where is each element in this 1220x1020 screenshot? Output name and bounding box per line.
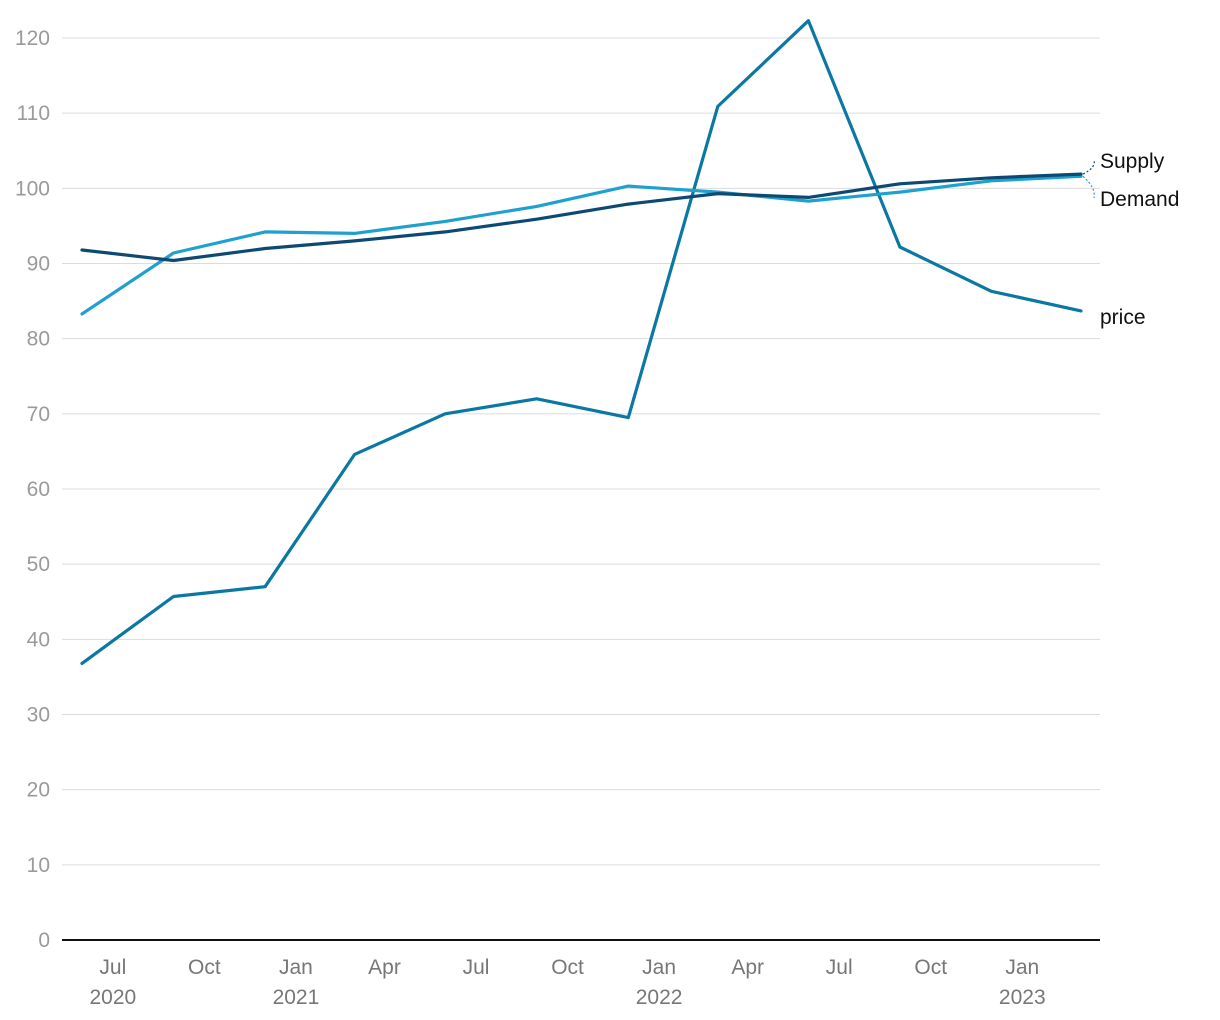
x-tick-label: Oct bbox=[551, 956, 584, 979]
x-tick-label: Apr bbox=[731, 956, 764, 979]
y-tick-label: 110 bbox=[17, 102, 50, 125]
y-axis-ticks: 0 10 20 30 40 50 60 70 80 90 100 110 120 bbox=[15, 27, 50, 952]
x-tick-label: Jan bbox=[279, 956, 313, 979]
x-tick-label: Jan bbox=[1005, 956, 1039, 979]
series-label-demand: Demand bbox=[1100, 188, 1179, 211]
y-tick-label: 80 bbox=[27, 328, 50, 351]
series-lines bbox=[80, 19, 1083, 666]
x-tick-label: Jul bbox=[826, 956, 853, 979]
series-label-connector-supply bbox=[1082, 159, 1095, 175]
series-line-price bbox=[80, 19, 1083, 666]
x-tick-year-label: 2023 bbox=[999, 986, 1046, 1009]
series-line-supply bbox=[80, 172, 1083, 263]
series-line-demand bbox=[80, 174, 1083, 316]
x-axis-ticks: Jul 2020 Oct Jan 2021 Apr Jul Oct Jan 2022 Apr Jul O… bbox=[89, 956, 1045, 1009]
series-label-supply: Supply bbox=[1100, 150, 1165, 173]
y-tick-label: 20 bbox=[27, 779, 50, 802]
x-tick-year-label: 2021 bbox=[273, 986, 320, 1009]
y-tick-label: 0 bbox=[38, 929, 50, 952]
series-label-connector-demand bbox=[1082, 175, 1095, 199]
series-labels: Supply Demand price bbox=[1082, 150, 1179, 329]
x-tick-label: Jul bbox=[463, 956, 490, 979]
y-tick-label: 30 bbox=[27, 704, 50, 727]
y-tick-label: 100 bbox=[15, 177, 50, 200]
x-tick-label: Oct bbox=[914, 956, 947, 979]
y-tick-label: 60 bbox=[27, 478, 50, 501]
y-tick-label: 120 bbox=[15, 27, 50, 50]
y-tick-label: 10 bbox=[27, 854, 50, 877]
gridlines bbox=[62, 37, 1100, 941]
x-tick-year-label: 2022 bbox=[636, 986, 683, 1009]
x-tick-label: Jul bbox=[99, 956, 126, 979]
series-label-price: price bbox=[1100, 306, 1146, 329]
y-tick-label: 40 bbox=[27, 628, 50, 651]
y-tick-label: 90 bbox=[27, 253, 50, 276]
y-tick-label: 50 bbox=[27, 553, 50, 576]
x-tick-year-label: 2020 bbox=[89, 986, 136, 1009]
x-tick-label: Apr bbox=[368, 956, 401, 979]
y-tick-label: 70 bbox=[27, 403, 50, 426]
x-tick-label: Oct bbox=[188, 956, 221, 979]
x-tick-label: Jan bbox=[642, 956, 676, 979]
